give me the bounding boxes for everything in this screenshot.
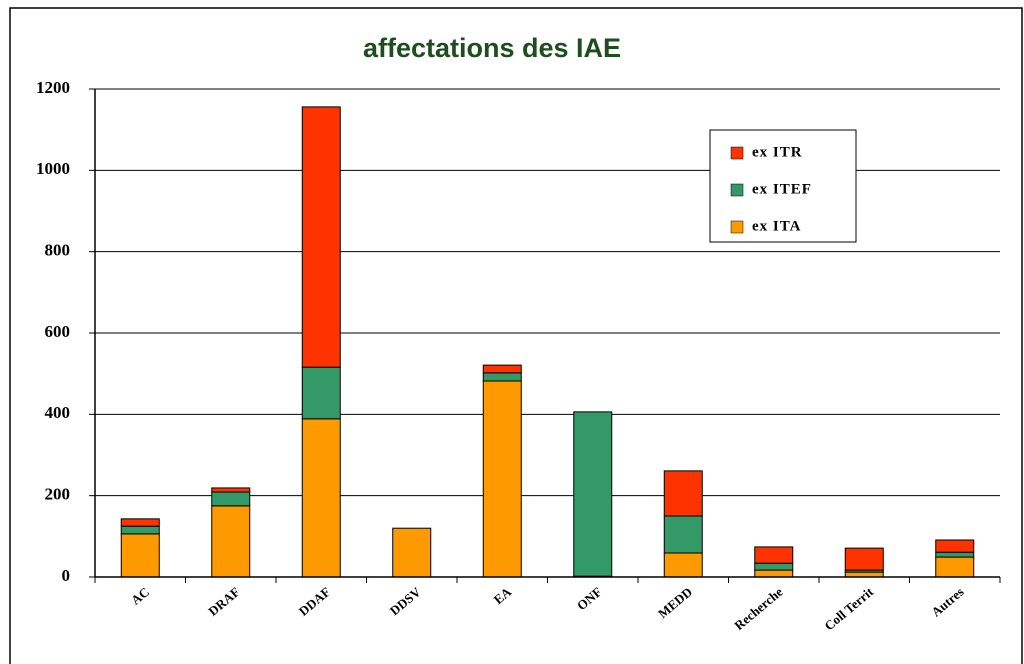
- legend-label: ex ITA: [752, 218, 801, 234]
- bar-segment: [120, 525, 160, 535]
- legend-label: ex ITR: [752, 144, 803, 160]
- bar-segment: [573, 411, 613, 577]
- bar-segment: [301, 106, 341, 368]
- bar-segment: [301, 418, 341, 578]
- bar-segment: [482, 380, 522, 578]
- x-tick-label: ONF: [574, 584, 605, 613]
- y-tick-label: 0: [62, 566, 71, 585]
- bar-segment: [120, 533, 160, 578]
- bar-segment: [935, 539, 975, 553]
- bar-segment: [482, 364, 522, 374]
- y-tick-label: 800: [45, 241, 71, 260]
- bar-segment: [935, 556, 975, 578]
- x-tick-label: DRAF: [205, 584, 242, 619]
- y-tick-label: 400: [45, 403, 71, 422]
- x-tick-label: Coll Territ: [821, 584, 876, 634]
- x-tick-label: EA: [491, 584, 515, 607]
- x-tick-label: DDSV: [387, 584, 424, 619]
- chart-frame: [9, 7, 1023, 664]
- bar-segment: [211, 505, 251, 578]
- bar-segment: [211, 487, 251, 493]
- x-tick-label: Recherche: [731, 584, 785, 633]
- bar-segment: [663, 552, 703, 578]
- y-tick-label: 1200: [36, 78, 70, 97]
- bar-segment: [120, 518, 160, 527]
- bar-segment: [754, 562, 794, 571]
- x-tick-label: AC: [128, 584, 152, 608]
- chart-title: affectations des IAE: [363, 33, 621, 63]
- bar-segment: [935, 551, 975, 558]
- y-tick-label: 200: [45, 485, 71, 504]
- bar-segment: [844, 547, 884, 571]
- bar-segment: [663, 515, 703, 554]
- bar-segment: [754, 569, 794, 578]
- y-tick-label: 600: [45, 322, 71, 341]
- legend-swatch: [730, 146, 744, 160]
- bar-segment: [392, 527, 432, 578]
- bar-segment: [301, 366, 341, 420]
- bar-segment: [482, 372, 522, 382]
- bar-segment: [211, 491, 251, 507]
- legend-swatch: [730, 220, 744, 234]
- legend-label: ex ITEF: [752, 181, 812, 197]
- bar-segment: [663, 470, 703, 517]
- x-tick-label: DDAF: [296, 584, 333, 619]
- x-tick-label: MEDD: [655, 584, 695, 621]
- y-tick-label: 1000: [36, 159, 70, 178]
- legend-swatch: [730, 183, 744, 197]
- x-tick-label: Autres: [928, 584, 966, 619]
- bar-segment: [754, 546, 794, 564]
